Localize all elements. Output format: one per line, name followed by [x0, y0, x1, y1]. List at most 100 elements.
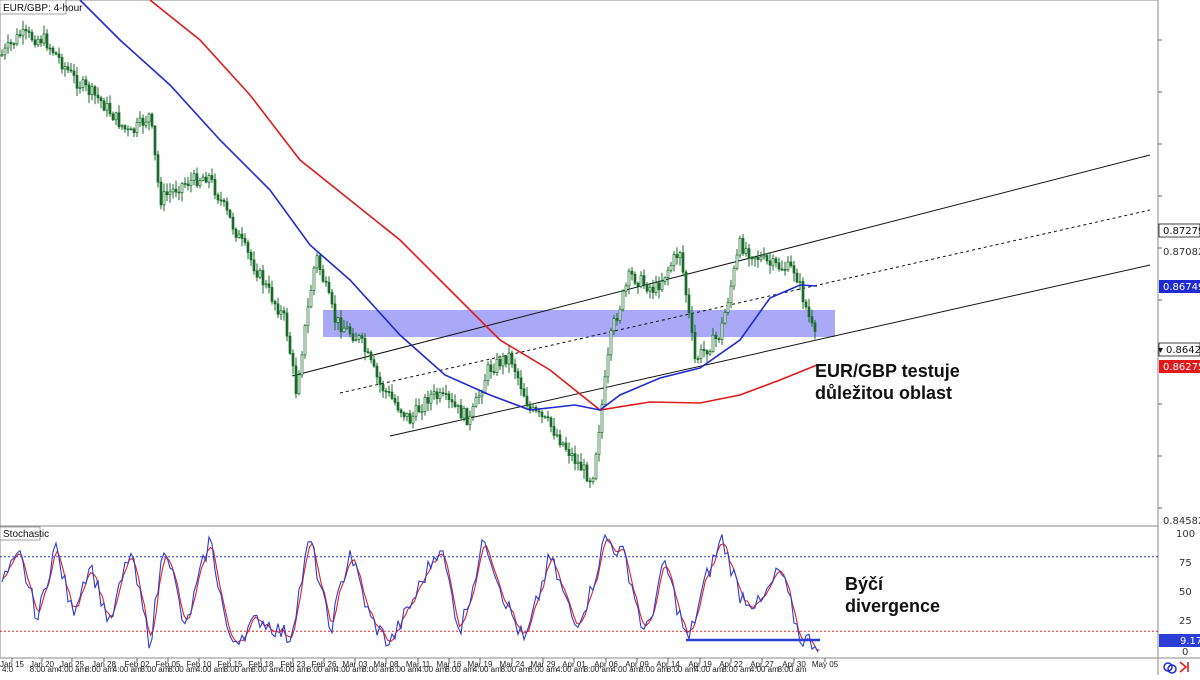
- candle-body: [420, 411, 424, 413]
- date-label: Mar 24: [500, 660, 525, 669]
- date-label: Apr 27: [750, 660, 774, 669]
- candle-body: [192, 173, 196, 181]
- session-label: 8:00 am: [528, 665, 557, 674]
- candle-body: [699, 349, 703, 360]
- candle-body: [456, 404, 460, 407]
- candle-body: [549, 417, 553, 427]
- candle-body: [738, 238, 742, 256]
- sma-fast-line: [79, 0, 818, 411]
- candle-body: [399, 409, 403, 414]
- candle-body: [363, 337, 367, 353]
- candle-body: [780, 268, 784, 271]
- candle-body: [516, 371, 520, 379]
- candle-body: [105, 102, 109, 111]
- candle-body: [750, 257, 754, 260]
- candle-body: [117, 112, 121, 128]
- date-label: Mar 29: [531, 660, 556, 669]
- sync-icon[interactable]: [1163, 662, 1177, 674]
- candle-body: [18, 34, 22, 37]
- date-label: Apr 19: [688, 660, 712, 669]
- candle-body: [333, 303, 337, 323]
- candle-body: [81, 79, 85, 88]
- candle-body: [453, 401, 457, 407]
- candle-body: [102, 100, 106, 111]
- candle-body: [357, 335, 361, 340]
- candle-body: [315, 255, 319, 269]
- candle-body: [372, 359, 376, 367]
- indicator-title: Stochastic: [3, 529, 49, 540]
- candle-body: [384, 390, 388, 393]
- candle-body: [222, 199, 226, 203]
- price-annotation-line2: důležitou oblast: [815, 383, 952, 403]
- scroll-to-end-icon[interactable]: [1179, 661, 1189, 673]
- stochastic-k-line: [1, 533, 819, 653]
- candle-body: [405, 413, 409, 417]
- candle-body: [504, 355, 508, 365]
- stoch-annotation-line2: divergence: [845, 596, 940, 616]
- stochastic-pane[interactable]: [0, 525, 1159, 659]
- date-label: Apr 14: [656, 660, 680, 669]
- date-label: Mar 03: [343, 660, 368, 669]
- price-pane[interactable]: [0, 0, 1159, 527]
- candle-body: [789, 261, 793, 267]
- candle-body: [207, 175, 211, 183]
- session-label: 8:00 am: [307, 665, 336, 674]
- price-axis: 0.87279 0.87082 0.86749 ▾ 0.86428 0.8627…: [1158, 223, 1200, 527]
- candle-body: [141, 117, 145, 126]
- candle-body: [300, 354, 304, 376]
- session-label: 8:00 am: [501, 665, 530, 674]
- candle-body: [621, 290, 625, 310]
- channel-lower-line: [389, 264, 1151, 437]
- candle-body: [330, 292, 334, 305]
- session-label: 4:00 am: [113, 665, 142, 674]
- candle-body: [597, 431, 601, 455]
- date-label: Apr 30: [782, 660, 806, 669]
- date-label: Apr 22: [719, 660, 743, 669]
- sma-fast-price-label: 0.86749: [1163, 282, 1200, 293]
- candle-body: [306, 306, 310, 327]
- session-label: 8:00 am: [85, 665, 114, 674]
- date-label: Jan 28: [92, 660, 117, 669]
- candle-body: [219, 199, 223, 202]
- candle-body: [525, 395, 529, 407]
- candle-body: [96, 94, 100, 99]
- top-price-label: 0.87279: [1163, 226, 1200, 237]
- candle-body: [579, 461, 583, 471]
- mid-price-label: 0.87082: [1163, 247, 1200, 258]
- candle-body: [708, 351, 712, 355]
- candle-body: [267, 283, 271, 288]
- session-label: 8:00 am: [445, 665, 474, 674]
- candle-body: [600, 404, 604, 433]
- candle-body: [69, 69, 73, 72]
- stoch-tick-50: 50: [1179, 587, 1192, 598]
- session-label: 8:00 am: [667, 665, 696, 674]
- candle-body: [771, 258, 775, 266]
- candle-body: [366, 351, 370, 354]
- candle-body: [669, 265, 673, 271]
- candle-body: [552, 426, 556, 436]
- candle-body: [720, 322, 724, 340]
- candle-body: [567, 448, 571, 456]
- candle-body: [402, 412, 406, 417]
- session-label: 4:00 am: [196, 665, 225, 674]
- candle-body: [132, 128, 136, 134]
- candle-body: [336, 317, 340, 323]
- candle-body: [612, 318, 616, 331]
- candle-body: [390, 391, 394, 399]
- candle-body: [66, 66, 70, 71]
- candle-body: [648, 286, 652, 292]
- candle-body: [714, 334, 718, 339]
- candle-body: [774, 258, 778, 264]
- candle-body: [777, 262, 781, 270]
- candle-body: [519, 377, 523, 390]
- candle-body: [813, 322, 817, 332]
- session-label: 4:0: [2, 665, 14, 674]
- candle-body: [144, 121, 148, 126]
- candle-body: [378, 376, 382, 385]
- date-label: Feb 15: [218, 660, 243, 669]
- candle-body: [51, 47, 55, 54]
- session-label: 4:00 am: [611, 665, 640, 674]
- candle-body: [42, 33, 46, 44]
- candle-body: [3, 47, 7, 56]
- session-label: 4:00 am: [334, 665, 363, 674]
